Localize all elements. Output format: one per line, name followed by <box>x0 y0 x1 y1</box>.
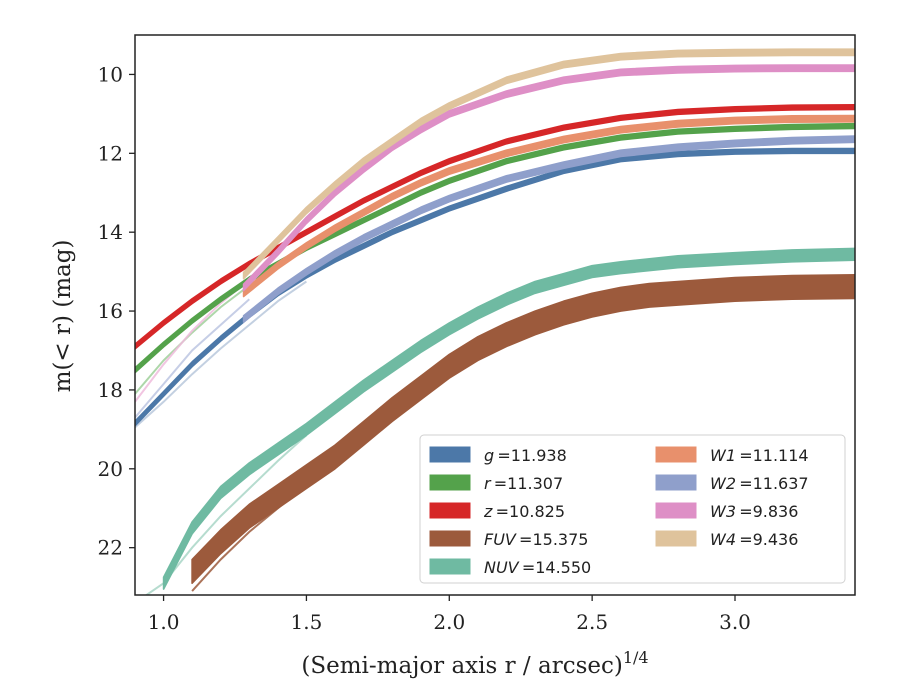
legend: g =11.938 r =11.307 z =10.825 FUV =15.375 NU… <box>419 434 846 584</box>
trace-r <box>135 284 250 395</box>
y-axis-label: m(< r) (mag) <box>50 240 76 393</box>
legend-swatch-w1 <box>655 446 697 463</box>
series-band-w2 <box>242 135 855 323</box>
y-tick-label: 18 <box>98 378 123 402</box>
y-tick-label: 20 <box>98 457 123 481</box>
x-tick-label: 2.0 <box>433 610 465 634</box>
plot-frame <box>134 34 856 596</box>
legend-label-r: r =11.307 <box>484 474 563 493</box>
y-tick-label: 12 <box>98 141 123 165</box>
y-tick-label: 22 <box>98 536 123 560</box>
legend-swatch-g <box>429 446 471 463</box>
trace-nuv <box>144 434 308 595</box>
series-band-w1 <box>242 114 855 298</box>
legend-label-w4: W4 =9.436 <box>710 530 798 549</box>
series-band-nuv <box>162 247 855 590</box>
x-axis-label-exponent: 1/4 <box>623 648 649 667</box>
x-axis-label: (Semi-major axis r / arcsec)1/4 <box>301 648 648 679</box>
trace-w2 <box>135 298 250 419</box>
legend-label-fuv: FUV =15.375 <box>484 530 588 549</box>
series-band-fuv <box>191 274 855 584</box>
axes: 1.0 1.5 2.0 2.5 3.0 10 12 14 16 18 20 22 <box>98 34 856 634</box>
x-axis-label-main: (Semi-major axis r / arcsec) <box>301 653 622 679</box>
legend-swatch-w2 <box>655 474 697 491</box>
y-tick-label: 10 <box>98 62 123 86</box>
legend-swatch-nuv <box>429 558 471 575</box>
x-tick-label: 3.0 <box>719 610 751 634</box>
legend-swatch-w3 <box>655 502 697 519</box>
legend-swatch-z <box>429 502 471 519</box>
trace-g <box>135 280 307 429</box>
legend-label-w3: W3 =9.836 <box>710 502 798 521</box>
legend-label-g: g =11.938 <box>484 446 567 465</box>
legend-label-w1: W1 =11.114 <box>710 446 809 465</box>
series-band-w4 <box>242 48 855 280</box>
legend-swatch-r <box>429 474 471 491</box>
x-tick-label: 1.0 <box>148 610 180 634</box>
plot-area <box>135 48 855 595</box>
y-tick-label: 14 <box>98 220 123 244</box>
legend-box <box>419 434 846 584</box>
legend-label-nuv: NUV =14.550 <box>484 558 591 577</box>
legend-label-z: z =10.825 <box>483 502 565 521</box>
legend-swatch-fuv <box>429 530 471 547</box>
legend-swatch-w4 <box>655 530 697 547</box>
y-tick-label: 16 <box>98 299 123 323</box>
x-tick-label: 2.5 <box>576 610 608 634</box>
legend-label-w2: W2 =11.637 <box>710 474 809 493</box>
x-tick-label: 1.5 <box>291 610 323 634</box>
